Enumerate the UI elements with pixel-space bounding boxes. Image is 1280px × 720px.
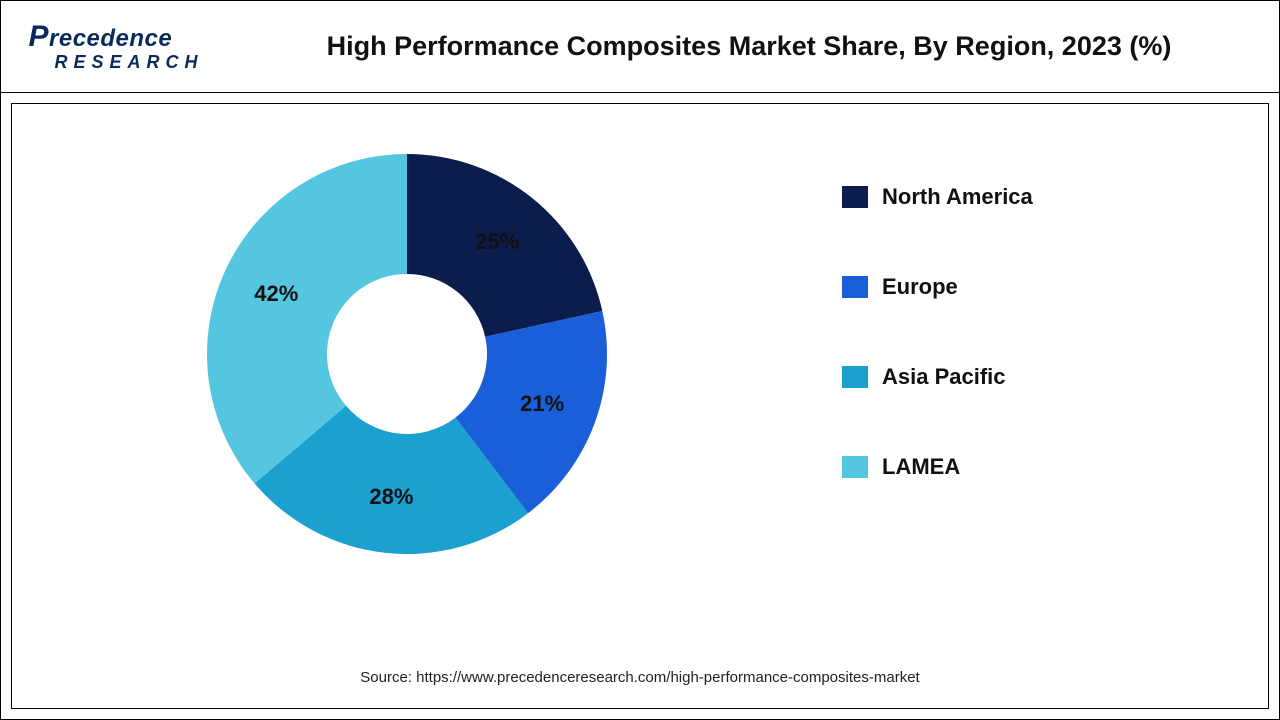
- donut-chart: 25% 21% 28% 42%: [187, 134, 627, 574]
- legend-label: North America: [882, 184, 1033, 210]
- legend-swatch: [842, 186, 868, 208]
- header-row: Precedence RESEARCH High Performance Com…: [1, 1, 1279, 93]
- legend-swatch: [842, 366, 868, 388]
- slice-label: 28%: [369, 484, 413, 510]
- logo-cell: Precedence RESEARCH: [1, 1, 231, 92]
- legend-item: Europe: [842, 274, 1033, 300]
- legend-label: LAMEA: [882, 454, 960, 480]
- legend-label: Europe: [882, 274, 958, 300]
- legend-swatch: [842, 276, 868, 298]
- source-text: Source: https://www.precedenceresearch.c…: [12, 669, 1268, 686]
- legend-item: Asia Pacific: [842, 364, 1033, 390]
- logo-line-2: RESEARCH: [28, 52, 203, 73]
- legend-item: LAMEA: [842, 454, 1033, 480]
- legend: North America Europe Asia Pacific LAMEA: [842, 184, 1033, 480]
- chart-title: High Performance Composites Market Share…: [231, 30, 1267, 64]
- slice-label: 25%: [475, 229, 519, 255]
- chart-inner: 25% 21% 28% 42% North America Europe Asia Pac…: [11, 103, 1269, 709]
- slice-label: 42%: [254, 281, 298, 307]
- brand-logo: Precedence RESEARCH: [28, 20, 203, 73]
- title-cell: High Performance Composites Market Share…: [231, 24, 1279, 70]
- legend-swatch: [842, 456, 868, 478]
- logo-big-letter: P: [28, 20, 49, 53]
- legend-label: Asia Pacific: [882, 364, 1006, 390]
- logo-line-1: Precedence: [28, 20, 172, 54]
- legend-item: North America: [842, 184, 1033, 210]
- slice-label: 21%: [520, 391, 564, 417]
- chart-area: 25% 21% 28% 42% North America Europe Asia Pac…: [1, 93, 1279, 719]
- logo-wordmark: recedence: [49, 25, 172, 52]
- chart-frame: Precedence RESEARCH High Performance Com…: [0, 0, 1280, 720]
